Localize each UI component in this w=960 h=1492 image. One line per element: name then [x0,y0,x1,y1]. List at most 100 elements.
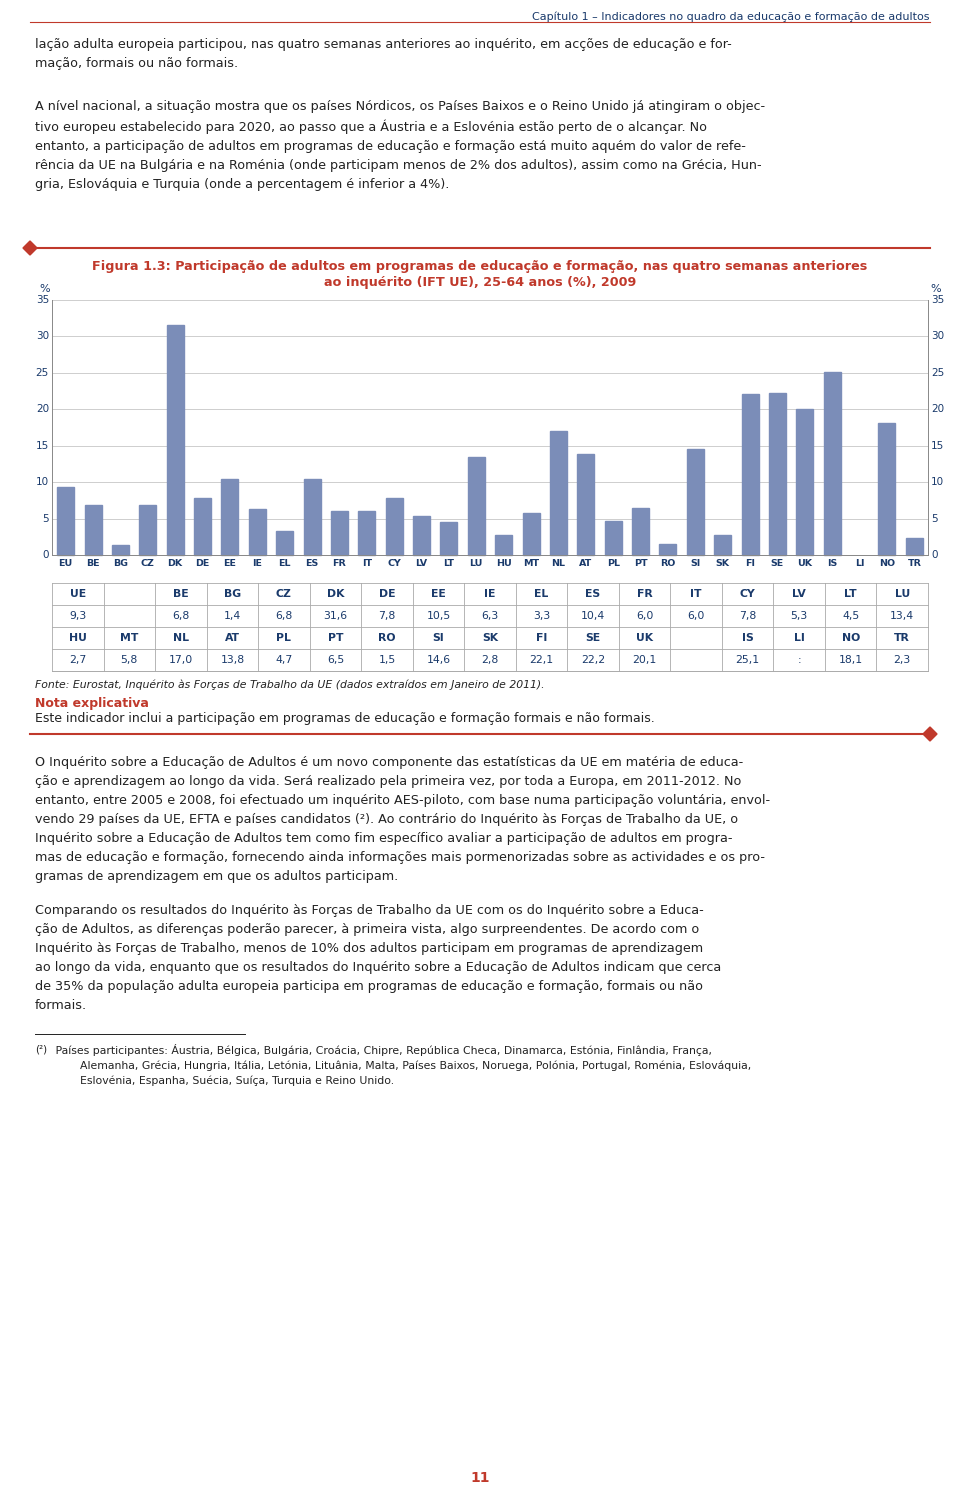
Text: 0: 0 [931,551,938,560]
Text: 6,8: 6,8 [276,612,293,621]
Text: FI: FI [536,633,547,643]
Text: 25,1: 25,1 [735,655,759,665]
Bar [222,479,238,555]
Text: 10: 10 [931,477,944,488]
Text: 22,1: 22,1 [530,655,554,665]
Text: 5: 5 [931,513,938,524]
Text: IE: IE [252,560,262,568]
Text: FR: FR [636,589,653,598]
Text: %: % [39,283,50,294]
Text: ao inquérito (IFT UE), 25-64 anos (%), 2009: ao inquérito (IFT UE), 25-64 anos (%), 2… [324,276,636,289]
Text: 14,6: 14,6 [426,655,450,665]
Text: BG: BG [224,589,241,598]
Bar [194,498,211,555]
Text: 4,5: 4,5 [842,612,859,621]
Text: LU: LU [469,560,483,568]
Text: PT: PT [327,633,343,643]
Text: O Inquérito sobre a Educação de Adultos é um novo componente das estatísticas da: O Inquérito sobre a Educação de Adultos … [35,756,770,883]
Text: FR: FR [332,560,347,568]
Text: 1,5: 1,5 [378,655,396,665]
Text: LV: LV [792,589,806,598]
Bar [112,545,129,555]
Text: EE: EE [431,589,445,598]
Text: EU: EU [59,560,73,568]
Text: CZ: CZ [276,589,292,598]
Text: CY: CY [740,589,756,598]
Text: UK: UK [798,560,812,568]
Text: AT: AT [579,560,592,568]
Text: CZ: CZ [141,560,155,568]
Bar [413,516,430,555]
Bar [139,506,156,555]
Text: EL: EL [535,589,549,598]
Bar [167,325,183,555]
Bar [303,479,321,555]
Text: Comparando os resultados do Inquérito às Forças de Trabalho da UE com os do Inqu: Comparando os resultados do Inquérito às… [35,904,721,1012]
Text: Países participantes: Áustria, Bélgica, Bulgária, Croácia, Chipre, República Che: Países participantes: Áustria, Bélgica, … [52,1044,752,1086]
Text: BE: BE [86,560,100,568]
Text: IS: IS [742,633,754,643]
Text: IE: IE [484,589,495,598]
Text: LV: LV [416,560,427,568]
Text: 15: 15 [36,440,49,451]
Text: NO: NO [878,560,895,568]
Text: RO: RO [660,560,676,568]
Text: 13,4: 13,4 [890,612,914,621]
Text: 17,0: 17,0 [169,655,193,665]
Bar [441,522,457,555]
Text: UK: UK [636,633,653,643]
Text: NO: NO [842,633,860,643]
Text: SK: SK [716,560,730,568]
Text: SE: SE [771,560,784,568]
Text: 10: 10 [36,477,49,488]
Text: (²): (²) [35,1044,47,1053]
Text: EL: EL [278,560,291,568]
Text: HU: HU [495,560,512,568]
Text: 20,1: 20,1 [633,655,657,665]
Text: 0: 0 [42,551,49,560]
Text: 2,3: 2,3 [894,655,911,665]
Text: PT: PT [634,560,647,568]
Text: DK: DK [168,560,182,568]
Text: 2,7: 2,7 [69,655,86,665]
Bar [249,509,266,555]
Text: 5,8: 5,8 [121,655,138,665]
Text: 5: 5 [42,513,49,524]
Text: %: % [930,283,941,294]
Text: EE: EE [224,560,236,568]
Text: 9,3: 9,3 [69,612,86,621]
Text: 13,8: 13,8 [220,655,245,665]
Text: PL: PL [276,633,291,643]
Text: 11: 11 [470,1471,490,1485]
Text: BE: BE [173,589,188,598]
Text: SK: SK [482,633,498,643]
Text: HU: HU [69,633,86,643]
Text: BG: BG [113,560,128,568]
Text: TR: TR [907,560,922,568]
Text: Figura 1.3: Participação de adultos em programas de educação e formação, nas qua: Figura 1.3: Participação de adultos em p… [92,260,868,273]
Text: LU: LU [895,589,910,598]
Text: 6,3: 6,3 [481,612,498,621]
Bar [686,449,704,555]
Text: FI: FI [745,560,756,568]
Text: Este indicador inclui a participação em programas de educação e formação formais: Este indicador inclui a participação em … [35,712,655,725]
Text: A nível nacional, a situação mostra que os países Nórdicos, os Países Baixos e o: A nível nacional, a situação mostra que … [35,100,765,191]
Polygon shape [923,727,937,742]
Text: 7,8: 7,8 [378,612,396,621]
Text: 25: 25 [36,369,49,377]
Text: IT: IT [362,560,372,568]
Text: LI: LI [854,560,864,568]
Bar [84,506,102,555]
Text: IT: IT [690,589,702,598]
Bar [660,545,677,555]
Text: UE: UE [70,589,85,598]
Text: DK: DK [326,589,345,598]
Bar [906,539,923,555]
Text: :: : [798,655,801,665]
Text: 18,1: 18,1 [839,655,863,665]
Text: 25: 25 [931,369,945,377]
Bar [331,512,348,555]
Bar [824,372,841,555]
Bar [605,521,622,555]
Text: 30: 30 [931,331,944,342]
